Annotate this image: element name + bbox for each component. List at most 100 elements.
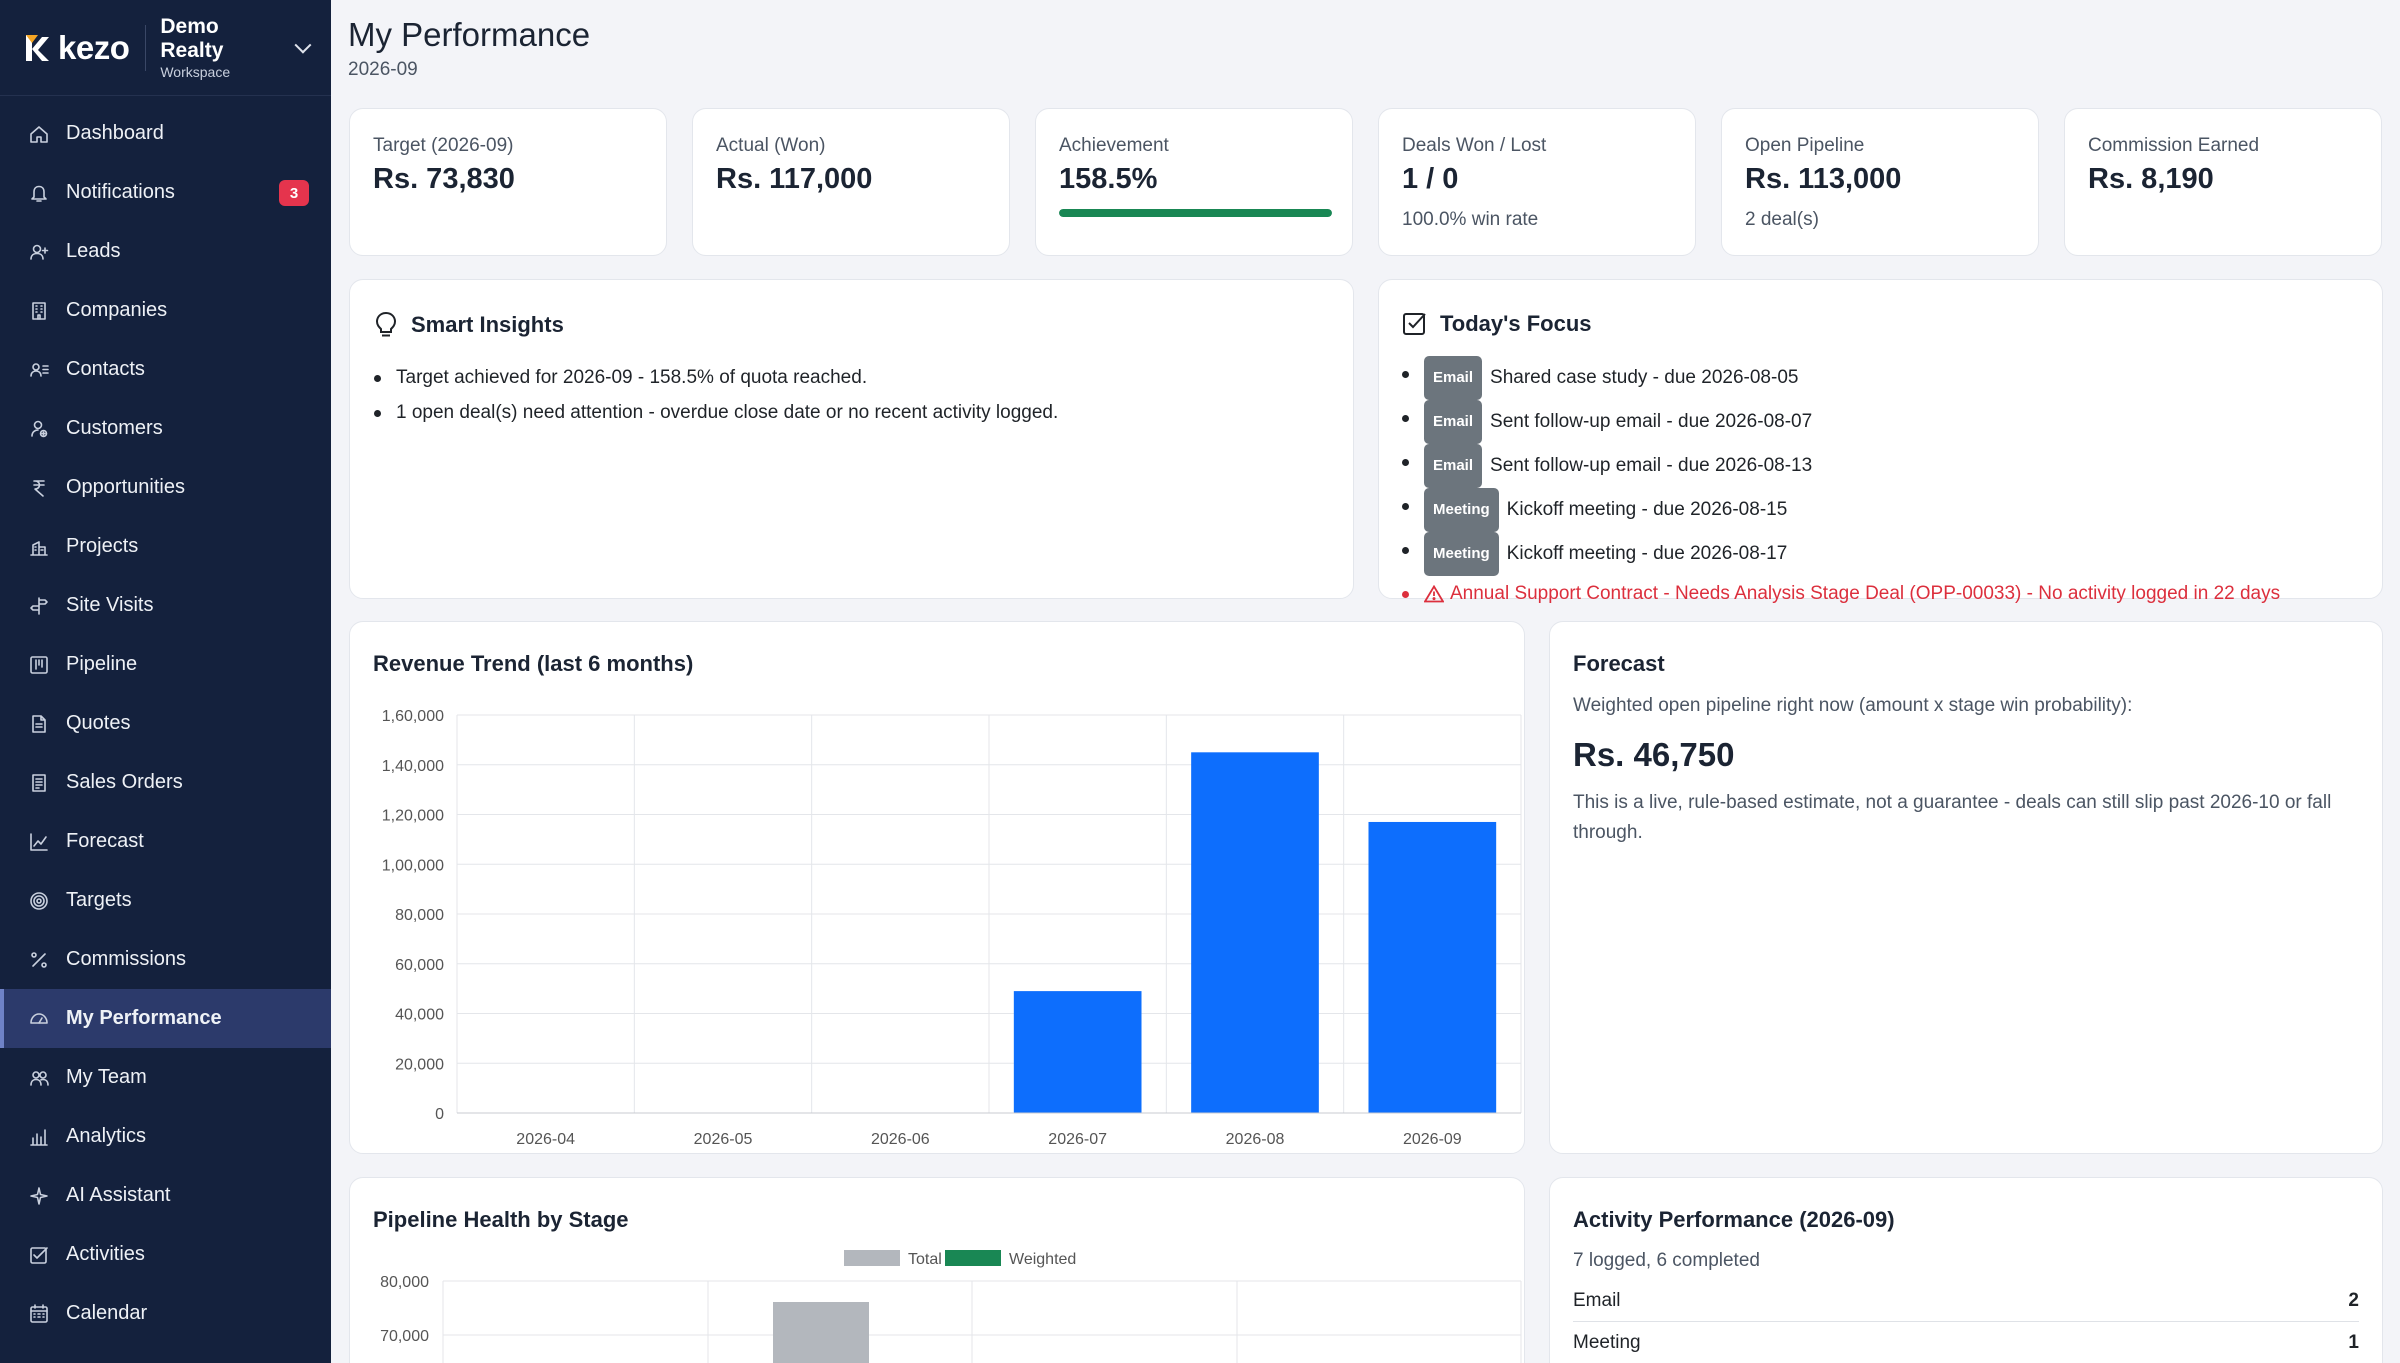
bar-2026-07 bbox=[1013, 991, 1142, 1113]
sparkle-icon bbox=[28, 1185, 50, 1207]
speedometer-icon bbox=[28, 1008, 50, 1030]
sidebar-item-forecast[interactable]: Forecast bbox=[0, 812, 331, 871]
sidebar-item-label: Sales Orders bbox=[66, 771, 183, 793]
sidebar-item-contacts[interactable]: Contacts bbox=[0, 340, 331, 399]
logo: kezo bbox=[22, 29, 130, 67]
sidebar-item-my-performance[interactable]: My Performance bbox=[0, 989, 331, 1048]
focus-item-text: Shared case study - due 2026-08-05 bbox=[1490, 367, 1799, 388]
insights-list: Target achieved for 2026-09 - 158.5% of … bbox=[373, 360, 1058, 430]
sidebar-item-sales-orders[interactable]: Sales Orders bbox=[0, 753, 331, 812]
focus-item-text: Sent follow-up email - due 2026-08-13 bbox=[1490, 455, 1813, 476]
sidebar-item-pipeline[interactable]: Pipeline bbox=[0, 635, 331, 694]
y-tick-label: 0 bbox=[435, 1106, 444, 1123]
sidebar-item-label: AI Assistant bbox=[66, 1184, 171, 1206]
sidebar-item-leads[interactable]: Leads bbox=[0, 222, 331, 281]
check-square-icon bbox=[28, 1244, 50, 1266]
y-tick-label: 40,000 bbox=[395, 1007, 444, 1024]
pipeline-health-card: Pipeline Health by Stage Total Weighted 80… bbox=[349, 1177, 1525, 1363]
activity-summary: 7 logged, 6 completed bbox=[1573, 1250, 1760, 1271]
sidebar-item-my-team[interactable]: My Team bbox=[0, 1048, 331, 1107]
sidebar-item-approvals[interactable]: Approvals bbox=[0, 1343, 331, 1363]
kpi-card-deals: Deals Won / Lost 1 / 0 100.0% win rate bbox=[1378, 108, 1696, 256]
card-title: Today's Focus bbox=[1402, 311, 1592, 337]
y-tick-label: 1,40,000 bbox=[382, 758, 444, 775]
revenue-chart-title: Revenue Trend (last 6 months) bbox=[373, 651, 694, 676]
receipt-icon bbox=[28, 772, 50, 794]
legend-swatch-total bbox=[844, 1250, 900, 1266]
sidebar-item-activities[interactable]: Activities bbox=[0, 1225, 331, 1284]
focus-item[interactable]: Email Sent follow-up email - due 2026-08-… bbox=[1401, 400, 2280, 444]
x-tick-label: 2026-07 bbox=[1048, 1131, 1107, 1148]
activity-type: Email bbox=[1573, 1290, 1621, 1311]
workspace-switcher[interactable]: Demo Realty Workspace bbox=[160, 15, 283, 80]
chevron-down-icon[interactable] bbox=[294, 36, 312, 53]
percent-icon bbox=[28, 949, 50, 971]
sidebar-item-customers[interactable]: Customers bbox=[0, 399, 331, 458]
kpi-value: Rs. 117,000 bbox=[716, 163, 873, 195]
sidebar-item-site-visits[interactable]: Site Visits bbox=[0, 576, 331, 635]
sidebar-item-calendar[interactable]: Calendar bbox=[0, 1284, 331, 1343]
contacts-icon bbox=[28, 359, 50, 381]
rupee-icon bbox=[28, 477, 50, 499]
y-tick-label: 60,000 bbox=[395, 957, 444, 974]
activity-type-badge: Meeting bbox=[1424, 532, 1499, 576]
kpi-label: Open Pipeline bbox=[1745, 135, 1865, 156]
insight-item: Target achieved for 2026-09 - 158.5% of … bbox=[373, 360, 1058, 395]
bar-2026-08 bbox=[1191, 752, 1319, 1113]
kpi-value: Rs. 8,190 bbox=[2088, 163, 2214, 195]
sidebar-item-quotes[interactable]: Quotes bbox=[0, 694, 331, 753]
focus-item[interactable]: Email Shared case study - due 2026-08-05 bbox=[1401, 356, 2280, 400]
buildings-icon bbox=[28, 536, 50, 558]
kpi-sub: 100.0% win rate bbox=[1402, 209, 1539, 230]
sidebar-item-label: Calendar bbox=[66, 1302, 148, 1324]
y-tick-label: 20,000 bbox=[395, 1056, 444, 1073]
legend-label: Weighted bbox=[1009, 1251, 1076, 1268]
sidebar-item-label: Dashboard bbox=[66, 122, 164, 144]
kpi-label: Actual (Won) bbox=[716, 135, 826, 156]
sidebar-item-targets[interactable]: Targets bbox=[0, 871, 331, 930]
sidebar-item-label: Pipeline bbox=[66, 653, 138, 675]
x-tick-label: 2026-06 bbox=[871, 1131, 930, 1148]
pipeline-chart-title: Pipeline Health by Stage bbox=[373, 1207, 629, 1232]
smart-insights-card: Smart Insights Target achieved for 2026-… bbox=[349, 279, 1354, 599]
focus-item[interactable]: Meeting Kickoff meeting - due 2026-08-15 bbox=[1401, 488, 2280, 532]
sidebar-item-dashboard[interactable]: Dashboard bbox=[0, 104, 331, 163]
notification-count-badge: 3 bbox=[279, 180, 309, 206]
progress-fill bbox=[1059, 209, 1332, 217]
sidebar-item-notifications[interactable]: Notifications 3 bbox=[0, 163, 331, 222]
activity-type-badge: Meeting bbox=[1424, 488, 1499, 532]
revenue-bar-chart: 0 20,000 40,000 60,000 80,000 1,00,000 1,20,00… bbox=[382, 708, 1522, 1148]
sidebar-item-companies[interactable]: Companies bbox=[0, 281, 331, 340]
revenue-trend-card: Revenue Trend (last 6 months) 0 20,000 40,… bbox=[349, 621, 1525, 1154]
focus-list: Email Shared case study - due 2026-08-05 … bbox=[1401, 356, 2280, 612]
sidebar-item-ai-assistant[interactable]: AI Assistant bbox=[0, 1166, 331, 1225]
sidebar-item-label: Analytics bbox=[66, 1125, 147, 1147]
sidebar-item-label: Companies bbox=[66, 299, 168, 321]
kpi-value: Rs. 113,000 bbox=[1745, 163, 1902, 195]
focus-alert-item[interactable]: Annual Support Contract - Needs Analysis… bbox=[1401, 576, 2280, 612]
graph-up-icon bbox=[28, 831, 50, 853]
sidebar-item-label: Commissions bbox=[66, 948, 187, 970]
main-content: My Performance 2026-09 Target (2026-09) … bbox=[331, 0, 2400, 1363]
sidebar-item-label: Opportunities bbox=[66, 476, 185, 498]
y-tick-label: 70,000 bbox=[380, 1328, 429, 1345]
brand-header[interactable]: kezo Demo Realty Workspace bbox=[0, 0, 331, 96]
sidebar-item-analytics[interactable]: Analytics bbox=[0, 1107, 331, 1166]
activity-type: Meeting bbox=[1573, 1332, 1641, 1353]
x-tick-label: 2026-04 bbox=[516, 1131, 575, 1148]
page-title: My Performance bbox=[348, 16, 591, 53]
sidebar-item-label: Targets bbox=[66, 889, 132, 911]
focus-item[interactable]: Email Sent follow-up email - due 2026-08-… bbox=[1401, 444, 2280, 488]
user-plus-icon bbox=[28, 241, 50, 263]
sidebar-item-projects[interactable]: Projects bbox=[0, 517, 331, 576]
sidebar-item-label: Activities bbox=[66, 1243, 145, 1265]
focus-item[interactable]: Meeting Kickoff meeting - due 2026-08-17 bbox=[1401, 532, 2280, 576]
focus-item-text: Kickoff meeting - due 2026-08-15 bbox=[1506, 499, 1788, 520]
sidebar-item-commissions[interactable]: Commissions bbox=[0, 930, 331, 989]
kpi-card-target: Target (2026-09) Rs. 73,830 bbox=[349, 108, 667, 256]
legend-swatch-weighted bbox=[945, 1250, 1001, 1266]
bar-total-stage-2 bbox=[773, 1302, 869, 1363]
kpi-label: Achievement bbox=[1059, 135, 1169, 156]
kezo-logo-icon bbox=[22, 31, 52, 65]
sidebar-item-opportunities[interactable]: Opportunities bbox=[0, 458, 331, 517]
